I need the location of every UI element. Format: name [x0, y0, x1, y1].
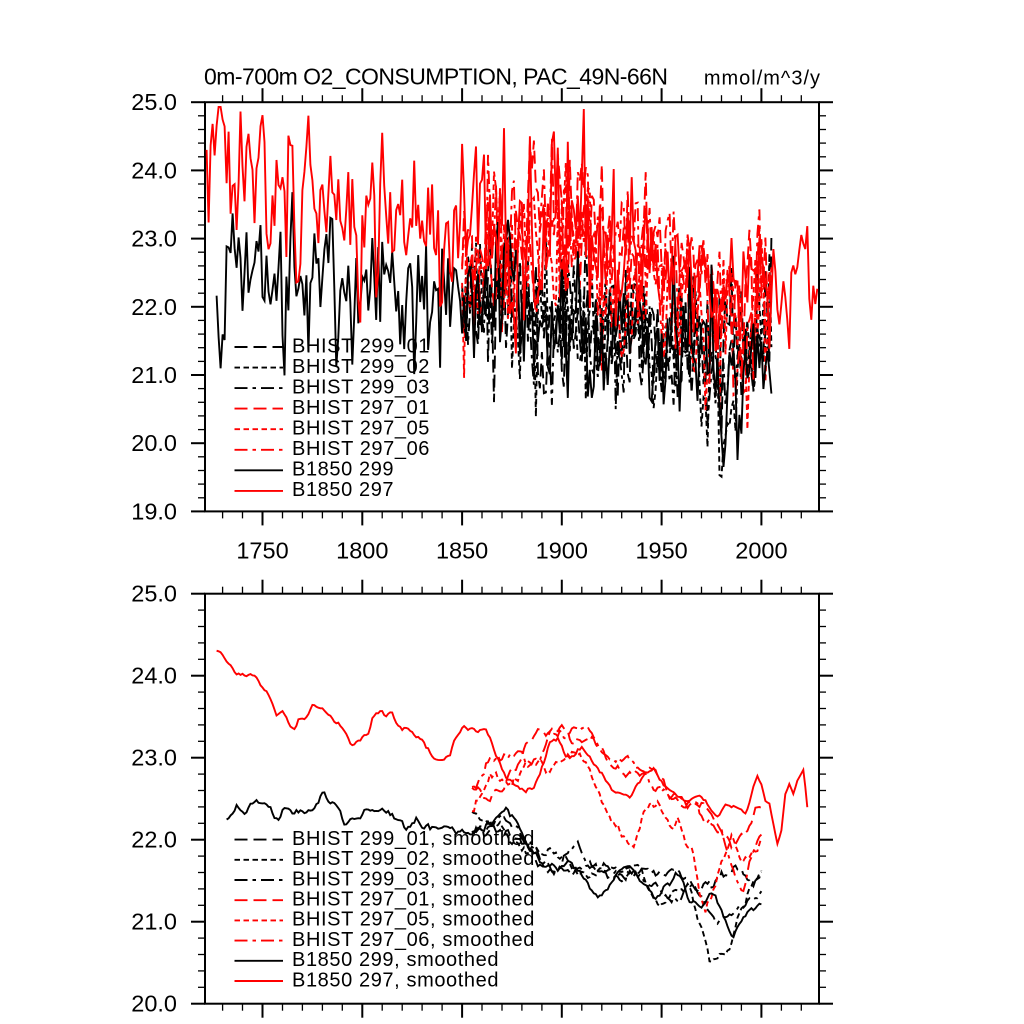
svg-text:BHIST 299_01, smoothed: BHIST 299_01, smoothed	[292, 828, 535, 850]
svg-text:0m-700m O2_CONSUMPTION, PAC_49: 0m-700m O2_CONSUMPTION, PAC_49N-66N	[204, 64, 667, 90]
svg-text:1900: 1900	[536, 538, 588, 564]
svg-text:B1850 297: B1850 297	[292, 479, 394, 501]
svg-text:BHIST 299_03, smoothed: BHIST 299_03, smoothed	[292, 868, 535, 890]
svg-text:22.0: 22.0	[131, 294, 177, 320]
svg-text:BHIST 297_05: BHIST 297_05	[292, 418, 430, 440]
svg-text:25.0: 25.0	[131, 89, 177, 115]
svg-text:BHIST 299_01: BHIST 299_01	[292, 335, 430, 357]
svg-text:19.0: 19.0	[131, 498, 177, 524]
svg-text:21.0: 21.0	[131, 362, 177, 388]
svg-text:1800: 1800	[336, 538, 388, 564]
svg-text:B1850 299, smoothed: B1850 299, smoothed	[292, 949, 499, 971]
svg-text:20.0: 20.0	[131, 430, 177, 456]
svg-text:BHIST 299_03: BHIST 299_03	[292, 376, 430, 398]
svg-text:mmol/m^3/y: mmol/m^3/y	[704, 68, 821, 90]
svg-text:23.0: 23.0	[131, 226, 177, 252]
svg-text:BHIST 299_02: BHIST 299_02	[292, 356, 430, 378]
svg-text:21.0: 21.0	[131, 909, 177, 935]
svg-text:BHIST 297_05, smoothed: BHIST 297_05, smoothed	[292, 909, 535, 931]
svg-text:1850: 1850	[436, 538, 488, 564]
svg-text:BHIST 297_01: BHIST 297_01	[292, 397, 430, 419]
svg-text:BHIST 297_06, smoothed: BHIST 297_06, smoothed	[292, 929, 535, 951]
svg-text:24.0: 24.0	[131, 663, 177, 689]
svg-text:23.0: 23.0	[131, 745, 177, 771]
svg-text:BHIST 299_02, smoothed: BHIST 299_02, smoothed	[292, 848, 535, 870]
svg-text:22.0: 22.0	[131, 827, 177, 853]
svg-text:BHIST 297_06: BHIST 297_06	[292, 438, 430, 460]
svg-text:2000: 2000	[735, 538, 787, 564]
svg-text:1750: 1750	[236, 538, 288, 564]
svg-text:25.0: 25.0	[131, 581, 177, 607]
svg-text:24.0: 24.0	[131, 157, 177, 183]
svg-text:B1850 299: B1850 299	[292, 459, 394, 481]
svg-text:1950: 1950	[635, 538, 687, 564]
svg-text:20.0: 20.0	[131, 991, 177, 1017]
svg-text:B1850 297, smoothed: B1850 297, smoothed	[292, 969, 499, 991]
svg-text:BHIST 297_01, smoothed: BHIST 297_01, smoothed	[292, 889, 535, 911]
